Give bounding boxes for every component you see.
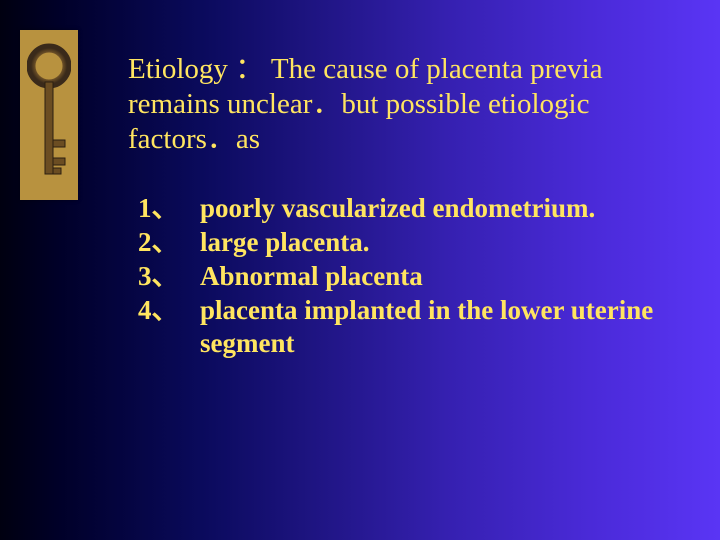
slide-content: Etiology ： The cause of placenta previa … bbox=[128, 52, 660, 361]
list-marker: 1、 bbox=[138, 192, 200, 226]
list-text: large placenta. bbox=[200, 226, 660, 260]
list-text: placenta implanted in the lower uterine … bbox=[200, 294, 660, 362]
list-marker: 2、 bbox=[138, 226, 200, 260]
list-text: Abnormal placenta bbox=[200, 260, 660, 294]
etiology-list: 1、 poorly vascularized endometrium. 2、 l… bbox=[138, 192, 660, 361]
key-icon bbox=[27, 40, 71, 190]
list-marker: 4、 bbox=[138, 294, 200, 362]
slide-title: Etiology ： The cause of placenta previa … bbox=[128, 52, 660, 156]
list-text: poorly vascularized endometrium. bbox=[200, 192, 660, 226]
key-image-panel bbox=[20, 30, 78, 200]
list-item: 4、 placenta implanted in the lower uteri… bbox=[138, 294, 660, 362]
list-marker: 3、 bbox=[138, 260, 200, 294]
list-item: 1、 poorly vascularized endometrium. bbox=[138, 192, 660, 226]
list-item: 3、 Abnormal placenta bbox=[138, 260, 660, 294]
list-item: 2、 large placenta. bbox=[138, 226, 660, 260]
